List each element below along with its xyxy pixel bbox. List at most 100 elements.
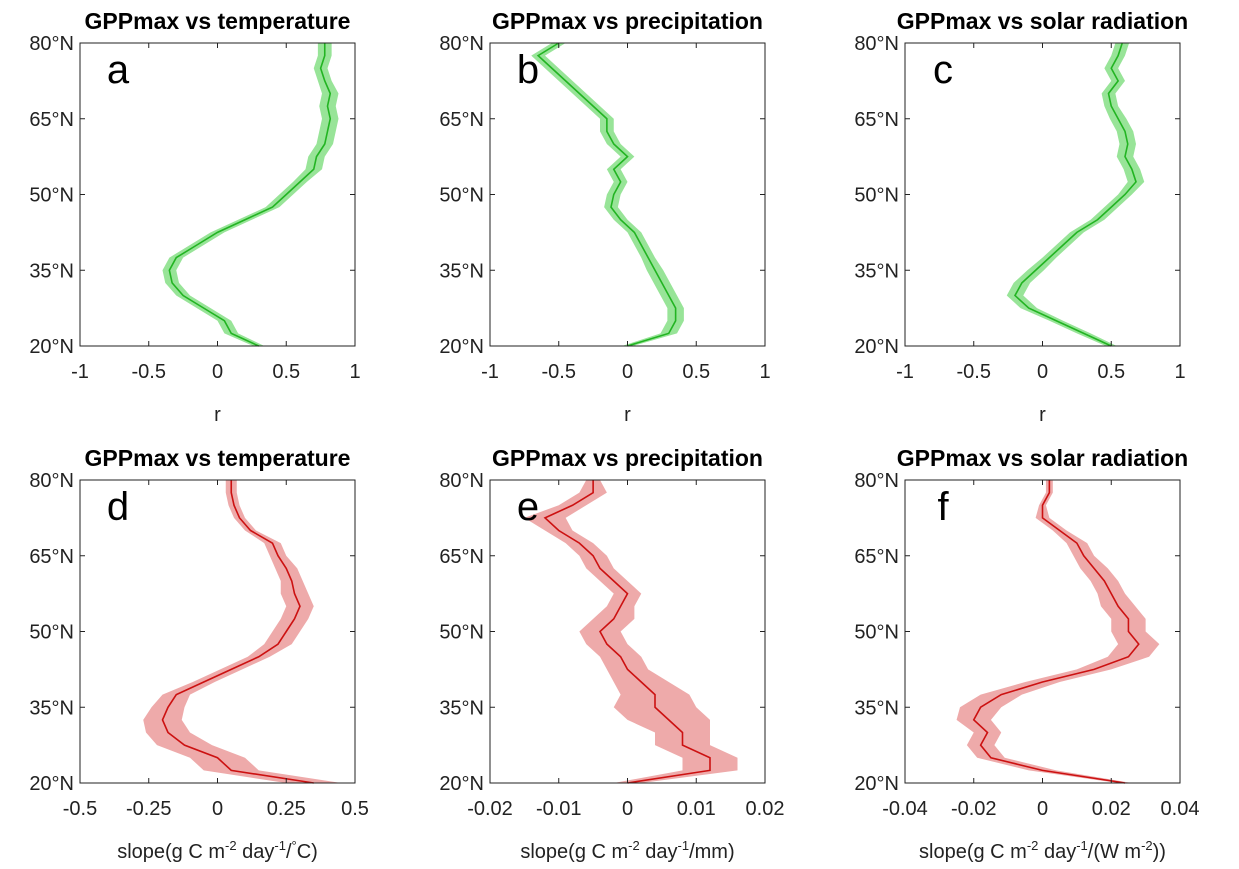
y-tick-label: 80°N xyxy=(29,470,74,492)
x-tick-label: 0.04 xyxy=(1161,798,1200,820)
y-tick-label: 65°N xyxy=(439,109,484,131)
x-tick-label: -0.5 xyxy=(957,361,991,383)
x-axis-label-part: /mm) xyxy=(689,841,735,863)
y-tick-label: 65°N xyxy=(29,546,74,568)
y-tick-label: 20°N xyxy=(854,336,899,358)
y-tick-label: 20°N xyxy=(29,336,74,358)
x-tick-label: 1 xyxy=(759,361,770,383)
y-tick-label: 20°N xyxy=(439,336,484,358)
x-tick-label: 0 xyxy=(212,361,223,383)
x-tick-label: 0.5 xyxy=(341,798,369,820)
x-axis-label-part: / xyxy=(286,841,292,863)
data-line xyxy=(972,480,1140,784)
chart-title: GPPmax vs solar radiation xyxy=(897,445,1188,471)
x-axis-label-part: /(W m xyxy=(1088,841,1141,863)
y-tick-label: 35°N xyxy=(854,260,899,282)
x-axis-label: slope(g C m-2 day-1/(W m-2)) xyxy=(919,838,1166,863)
x-tick-label: 0 xyxy=(622,361,633,383)
x-tick-label: -1 xyxy=(481,361,499,383)
x-axis-label-part: r xyxy=(214,404,221,426)
x-axis-label-part: C) xyxy=(297,841,318,863)
x-axis-label-superscript: -1 xyxy=(678,838,690,853)
x-axis-label-superscript: ° xyxy=(292,838,297,853)
x-tick-label: 0.02 xyxy=(1092,798,1131,820)
chart-title: GPPmax vs solar radiation xyxy=(897,8,1188,34)
y-tick-label: 65°N xyxy=(854,109,899,131)
y-tick-label: 20°N xyxy=(29,773,74,795)
chart-title: GPPmax vs precipitation xyxy=(492,445,763,471)
x-tick-label: 0.5 xyxy=(1097,361,1125,383)
x-tick-label: -1 xyxy=(71,361,89,383)
x-tick-label: 0.25 xyxy=(267,798,306,820)
x-tick-label: 1 xyxy=(349,361,360,383)
y-tick-label: 80°N xyxy=(439,470,484,492)
x-axis-label: slope(g C m-2 day-1/°C) xyxy=(117,838,318,863)
y-tick-label: 35°N xyxy=(854,697,899,719)
x-axis-label-part: )) xyxy=(1153,841,1166,863)
x-tick-label: -0.5 xyxy=(63,798,97,820)
y-tick-label: 50°N xyxy=(439,185,484,207)
data-line xyxy=(543,480,711,784)
panel-letter: c xyxy=(933,48,953,92)
data-line xyxy=(1013,42,1137,347)
x-axis-label: slope(g C m-2 day-1/mm) xyxy=(520,838,734,863)
y-tick-label: 80°N xyxy=(854,33,899,55)
x-tick-label: -0.02 xyxy=(951,798,997,820)
x-axis-label-superscript: -2 xyxy=(1027,838,1039,853)
x-axis-label-superscript: -1 xyxy=(274,838,286,853)
x-tick-label: -0.25 xyxy=(126,798,172,820)
x-tick-label: 0.5 xyxy=(682,361,710,383)
data-line xyxy=(536,42,677,347)
x-axis-label-part: r xyxy=(624,404,631,426)
x-tick-label: 0.02 xyxy=(746,798,785,820)
y-tick-label: 35°N xyxy=(29,260,74,282)
chart-title: GPPmax vs temperature xyxy=(85,445,351,471)
x-tick-label: -0.5 xyxy=(542,361,576,383)
panel-letter: e xyxy=(517,485,539,529)
y-tick-label: 50°N xyxy=(29,185,74,207)
error-band xyxy=(1006,43,1145,346)
x-tick-label: -0.5 xyxy=(132,361,166,383)
x-axis-label: r xyxy=(624,404,631,426)
x-axis-label-part: day xyxy=(1038,841,1076,863)
y-tick-label: 35°N xyxy=(439,260,484,282)
chart-title: GPPmax vs precipitation xyxy=(492,8,763,34)
y-tick-label: 80°N xyxy=(854,470,899,492)
panel-letter: f xyxy=(937,485,949,529)
x-axis-label-part: day xyxy=(237,841,275,863)
y-tick-label: 50°N xyxy=(854,185,899,207)
x-tick-label: 0.01 xyxy=(677,798,716,820)
x-tick-label: 0 xyxy=(212,798,223,820)
x-axis-label-part: day xyxy=(640,841,678,863)
panel-letter: a xyxy=(107,48,130,92)
panel-letter: d xyxy=(107,485,129,529)
x-tick-label: -0.02 xyxy=(467,798,513,820)
y-tick-label: 50°N xyxy=(854,622,899,644)
y-tick-label: 80°N xyxy=(29,33,74,55)
x-axis-label-superscript: -1 xyxy=(1076,838,1088,853)
panel-letter: b xyxy=(517,48,539,92)
x-axis-label: r xyxy=(1039,404,1046,426)
x-tick-label: 0.5 xyxy=(272,361,300,383)
error-band xyxy=(531,43,684,346)
y-tick-label: 20°N xyxy=(854,773,899,795)
data-line xyxy=(168,43,332,347)
y-tick-label: 50°N xyxy=(439,622,484,644)
x-tick-label: -1 xyxy=(896,361,914,383)
x-tick-label: 0 xyxy=(1037,361,1048,383)
chart-title: GPPmax vs temperature xyxy=(85,8,351,34)
x-axis-label-part: slope(g C m xyxy=(919,841,1027,863)
x-axis-label-part: r xyxy=(1039,404,1046,426)
data-line xyxy=(161,480,314,784)
y-tick-label: 20°N xyxy=(439,773,484,795)
x-tick-label: 1 xyxy=(1174,361,1185,383)
x-tick-label: 0 xyxy=(622,798,633,820)
y-tick-label: 65°N xyxy=(854,546,899,568)
x-tick-label: -0.01 xyxy=(536,798,582,820)
y-tick-label: 65°N xyxy=(29,109,74,131)
x-axis-label: r xyxy=(214,404,221,426)
y-tick-label: 50°N xyxy=(29,622,74,644)
x-axis-label-superscript: -2 xyxy=(1141,838,1153,853)
